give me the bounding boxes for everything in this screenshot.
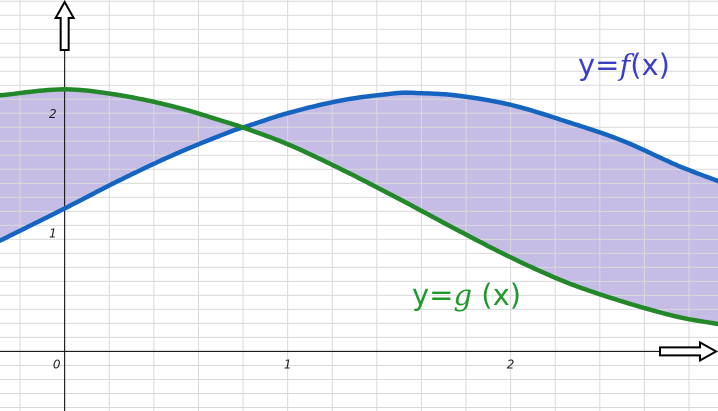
x-tick-label: 1 xyxy=(284,357,292,371)
fill-region xyxy=(0,89,718,324)
labels: y=f(x) y=g (x) xyxy=(412,48,670,312)
series-line-f xyxy=(0,90,718,243)
curves xyxy=(0,87,718,327)
y-tick-label: 1 xyxy=(49,226,57,240)
x-tick-label: 0 xyxy=(53,357,61,371)
x-tick-label: 2 xyxy=(507,357,515,371)
series-line-g xyxy=(0,87,718,327)
area-between-curves xyxy=(0,89,718,324)
series-label-f: y=f(x) xyxy=(578,48,670,82)
y-axis-arrow-icon xyxy=(53,0,76,51)
series-label-g: y=g (x) xyxy=(412,278,521,312)
x-axis-arrow-icon xyxy=(659,340,718,363)
y-tick-label: 2 xyxy=(49,107,57,121)
